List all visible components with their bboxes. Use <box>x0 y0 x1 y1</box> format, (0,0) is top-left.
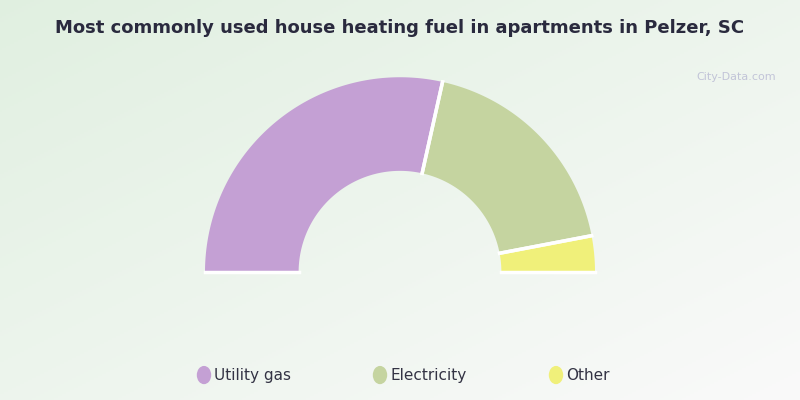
Text: City-Data.com: City-Data.com <box>696 72 776 82</box>
Text: Utility gas: Utility gas <box>214 368 291 382</box>
Text: Electricity: Electricity <box>390 368 466 382</box>
Polygon shape <box>422 82 591 253</box>
Ellipse shape <box>549 366 563 384</box>
Text: Most commonly used house heating fuel in apartments in Pelzer, SC: Most commonly used house heating fuel in… <box>55 19 745 37</box>
Ellipse shape <box>373 366 387 384</box>
Polygon shape <box>205 77 442 272</box>
Text: Other: Other <box>566 368 610 382</box>
Ellipse shape <box>197 366 211 384</box>
Polygon shape <box>500 236 595 272</box>
